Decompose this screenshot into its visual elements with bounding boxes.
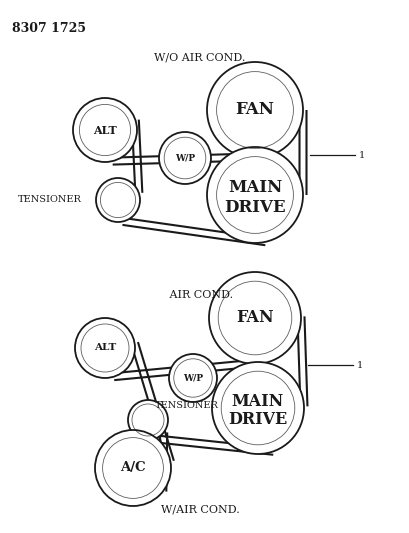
Circle shape — [73, 98, 137, 162]
Text: W/P: W/P — [175, 154, 195, 163]
Text: W/P: W/P — [182, 374, 202, 383]
Text: W/AIR COND.: W/AIR COND. — [160, 505, 239, 515]
Circle shape — [128, 400, 168, 440]
Text: MAIN: MAIN — [227, 179, 281, 196]
Text: FAN: FAN — [235, 101, 274, 118]
Circle shape — [75, 318, 135, 378]
Circle shape — [207, 147, 302, 243]
Text: 8307 1725: 8307 1725 — [12, 22, 86, 35]
Circle shape — [96, 178, 139, 222]
Text: DRIVE: DRIVE — [224, 198, 285, 215]
Text: ALT: ALT — [94, 343, 116, 352]
Text: 1: 1 — [356, 360, 362, 369]
Text: MAIN: MAIN — [231, 393, 283, 409]
Text: TENSIONER: TENSIONER — [155, 401, 218, 410]
Circle shape — [95, 430, 171, 506]
Circle shape — [209, 272, 300, 364]
Circle shape — [207, 62, 302, 158]
Text: DRIVE: DRIVE — [228, 411, 287, 428]
Text: AIR COND.: AIR COND. — [166, 290, 233, 300]
Text: TENSIONER: TENSIONER — [18, 196, 82, 205]
Text: A/C: A/C — [120, 462, 146, 474]
Text: 1: 1 — [358, 150, 364, 159]
Text: ALT: ALT — [93, 125, 117, 135]
Text: W/O AIR COND.: W/O AIR COND. — [154, 53, 245, 63]
Circle shape — [159, 132, 211, 184]
Circle shape — [211, 362, 303, 454]
Circle shape — [169, 354, 216, 402]
Text: FAN: FAN — [236, 310, 273, 327]
